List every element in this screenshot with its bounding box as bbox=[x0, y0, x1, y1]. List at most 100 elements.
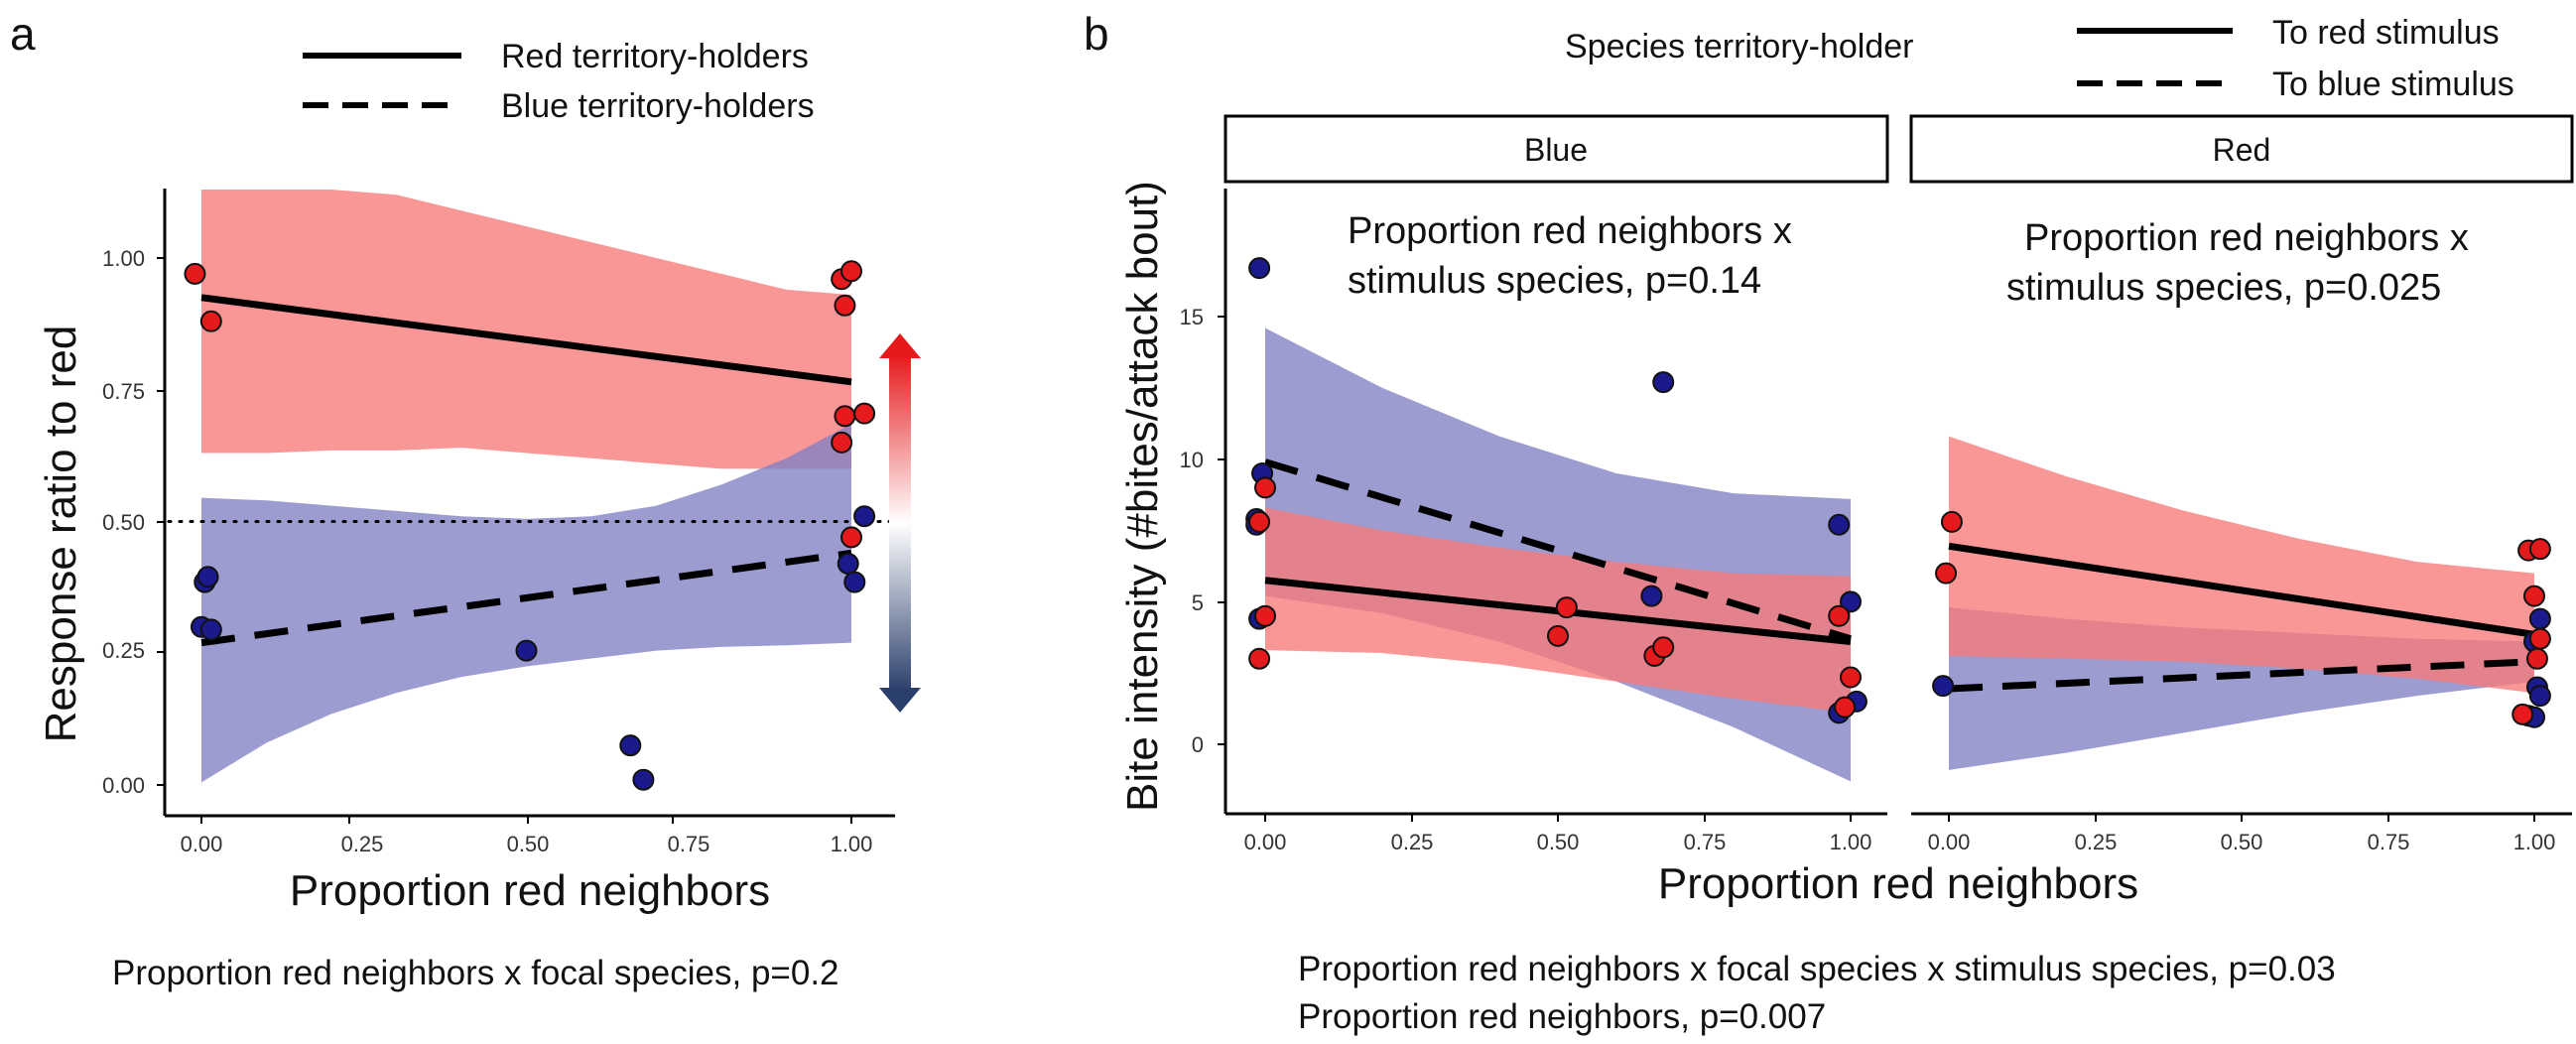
panel-a-fit-lines bbox=[200, 294, 852, 647]
y-tick-label: 0 bbox=[1192, 732, 1204, 757]
red-territory-holder-point bbox=[840, 526, 862, 549]
red-stimulus-point bbox=[1248, 510, 1271, 533]
x-tick-label: 1.00 bbox=[2513, 830, 2556, 854]
red-stimulus-point bbox=[2528, 627, 2551, 650]
x-tick-label: 0.50 bbox=[2221, 830, 2263, 854]
panel-a-fit-line-red-territory-holders bbox=[200, 294, 852, 386]
panel-a-x-axis-title: Proportion red neighbors bbox=[290, 866, 770, 915]
panel-b-legend: Species territory-holder To red stimulus… bbox=[1565, 14, 2514, 103]
panel-a-confidence-bands bbox=[201, 189, 851, 783]
panel-a-ci-band-blue-territory-holders bbox=[201, 424, 851, 783]
blue-stimulus-point bbox=[1248, 257, 1271, 280]
x-tick-label: 0.50 bbox=[507, 832, 550, 856]
facet-red-confidence-bands bbox=[1949, 436, 2534, 770]
facet-blue-annotation-line1: Proportion red neighbors x bbox=[1348, 210, 1792, 252]
red-stimulus-point bbox=[1547, 624, 1569, 647]
y-tick-label: 0.75 bbox=[102, 379, 145, 404]
red-stimulus-point bbox=[1248, 647, 1271, 670]
facet-red-annotation-line2: stimulus species, p=0.025 bbox=[2006, 267, 2441, 309]
red-territory-holder-point bbox=[831, 431, 853, 454]
panel-b-caption-line2: Proportion red neighbors, p=0.007 bbox=[1298, 997, 1826, 1036]
legend-red-territory-holders: Red territory-holders bbox=[501, 38, 809, 75]
red-territory-holder-point bbox=[853, 402, 876, 425]
facet-strip-red-label: Red bbox=[2213, 132, 2271, 168]
x-tick-label: 0.00 bbox=[181, 832, 223, 856]
blue-territory-holder-point bbox=[853, 505, 876, 528]
facet-red-ci-band-to-red-stimulus bbox=[1949, 436, 2534, 694]
red-stimulus-point bbox=[1828, 604, 1851, 627]
arrow-head-down-icon bbox=[879, 688, 921, 713]
red-stimulus-point bbox=[2528, 538, 2551, 561]
facet-strip-blue-label: Blue bbox=[1524, 132, 1588, 168]
panel-a-y-axis-title: Response ratio to red bbox=[37, 326, 85, 743]
panel-b-caption-line1: Proportion red neighbors x focal species… bbox=[1298, 950, 2336, 988]
blue-territory-holder-point bbox=[515, 639, 538, 662]
facet-strip-blue bbox=[1224, 114, 1889, 184]
red-stimulus-point bbox=[2523, 585, 2545, 607]
arrow-head-up-icon bbox=[879, 333, 921, 358]
blue-stimulus-point bbox=[1828, 513, 1851, 536]
facet-red-fit-lines bbox=[1948, 542, 2535, 693]
blue-stimulus-point bbox=[1932, 675, 1955, 698]
panel-a: a Red territory-holders Blue territory-h… bbox=[10, 8, 921, 992]
x-tick-label: 0.25 bbox=[2075, 830, 2118, 854]
panel-a-fit-line-blue-territory-holders bbox=[200, 549, 852, 647]
panel-b: b Species territory-holder To red stimul… bbox=[1084, 8, 2574, 1036]
y-tick-label: 0.00 bbox=[102, 773, 145, 798]
blue-territory-holder-point bbox=[843, 571, 866, 593]
gradient-arrow-shaft bbox=[889, 354, 911, 692]
red-stimulus-point bbox=[2525, 647, 2548, 670]
facet-red-x-ticks: 0.00 0.25 0.50 0.75 1.00 bbox=[1928, 814, 2556, 854]
y-tick-label: 0.25 bbox=[102, 638, 145, 663]
x-tick-label: 1.00 bbox=[1830, 830, 1872, 854]
red-territory-holder-point bbox=[834, 294, 856, 317]
blue-territory-holder-point bbox=[837, 552, 859, 575]
x-tick-label: 1.00 bbox=[831, 832, 873, 856]
facet-blue-confidence-bands bbox=[1265, 327, 1851, 782]
panel-b-y-axis-title: Bite intensity (#bites/attack bout) bbox=[1118, 181, 1167, 812]
y-tick-label: 0.50 bbox=[102, 510, 145, 535]
red-territory-holder-point bbox=[199, 310, 222, 332]
facet-red-points bbox=[1932, 510, 2551, 728]
red-stimulus-point bbox=[1840, 666, 1862, 689]
y-tick-label: 5 bbox=[1192, 590, 1204, 615]
blue-stimulus-point bbox=[1652, 371, 1675, 394]
facet-blue-points bbox=[1245, 257, 1868, 724]
x-tick-label: 0.75 bbox=[1684, 830, 1727, 854]
red-stimulus-point bbox=[2512, 703, 2534, 725]
facet-blue-annotation-line2: stimulus species, p=0.14 bbox=[1348, 260, 1761, 302]
panel-b-label: b bbox=[1084, 8, 1109, 60]
facet-blue-x-ticks: 0.00 0.25 0.50 0.75 1.00 bbox=[1244, 814, 1872, 854]
facet-red-annotation-line1: Proportion red neighbors x bbox=[2024, 217, 2469, 259]
y-tick-label: 1.00 bbox=[102, 246, 145, 271]
legend-blue-territory-holders: Blue territory-holders bbox=[501, 87, 815, 125]
legend-to-red-stimulus: To red stimulus bbox=[2272, 14, 2500, 52]
panel-b-x-axis-title: Proportion red neighbors bbox=[1658, 859, 2138, 908]
panel-a-ci-band-red-territory-holders bbox=[201, 189, 851, 469]
blue-territory-holder-point bbox=[199, 618, 222, 641]
red-stimulus-point bbox=[1834, 696, 1857, 718]
facet-strip-red bbox=[1909, 114, 2574, 184]
blue-stimulus-point bbox=[1640, 585, 1663, 607]
panel-a-y-ticks: 0.00 0.25 0.50 0.75 1.00 bbox=[102, 246, 165, 798]
x-tick-label: 0.75 bbox=[2368, 830, 2410, 854]
x-tick-label: 0.25 bbox=[1391, 830, 1434, 854]
red-territory-holder-point bbox=[184, 262, 206, 285]
facet-blue-fit-line-to-blue-stimulus bbox=[1263, 458, 1853, 643]
facet-red-fit-line-to-blue-stimulus bbox=[1948, 658, 2535, 693]
panel-a-label: a bbox=[10, 8, 36, 60]
panel-a-caption: Proportion red neighbors x focal species… bbox=[112, 954, 839, 992]
red-stimulus-point bbox=[1935, 562, 1958, 585]
red-territory-holder-point bbox=[840, 260, 862, 283]
x-tick-label: 0.75 bbox=[668, 832, 710, 856]
red-stimulus-point bbox=[1254, 476, 1276, 499]
blue-territory-holder-point bbox=[619, 734, 642, 757]
red-stimulus-point bbox=[1254, 604, 1276, 627]
blue-stimulus-point bbox=[1840, 590, 1862, 613]
legend-to-blue-stimulus: To blue stimulus bbox=[2272, 65, 2514, 103]
red-stimulus-point bbox=[1652, 636, 1675, 659]
x-tick-label: 0.00 bbox=[1244, 830, 1287, 854]
blue-stimulus-point bbox=[2528, 685, 2551, 708]
red-stimulus-point bbox=[1940, 510, 1963, 533]
